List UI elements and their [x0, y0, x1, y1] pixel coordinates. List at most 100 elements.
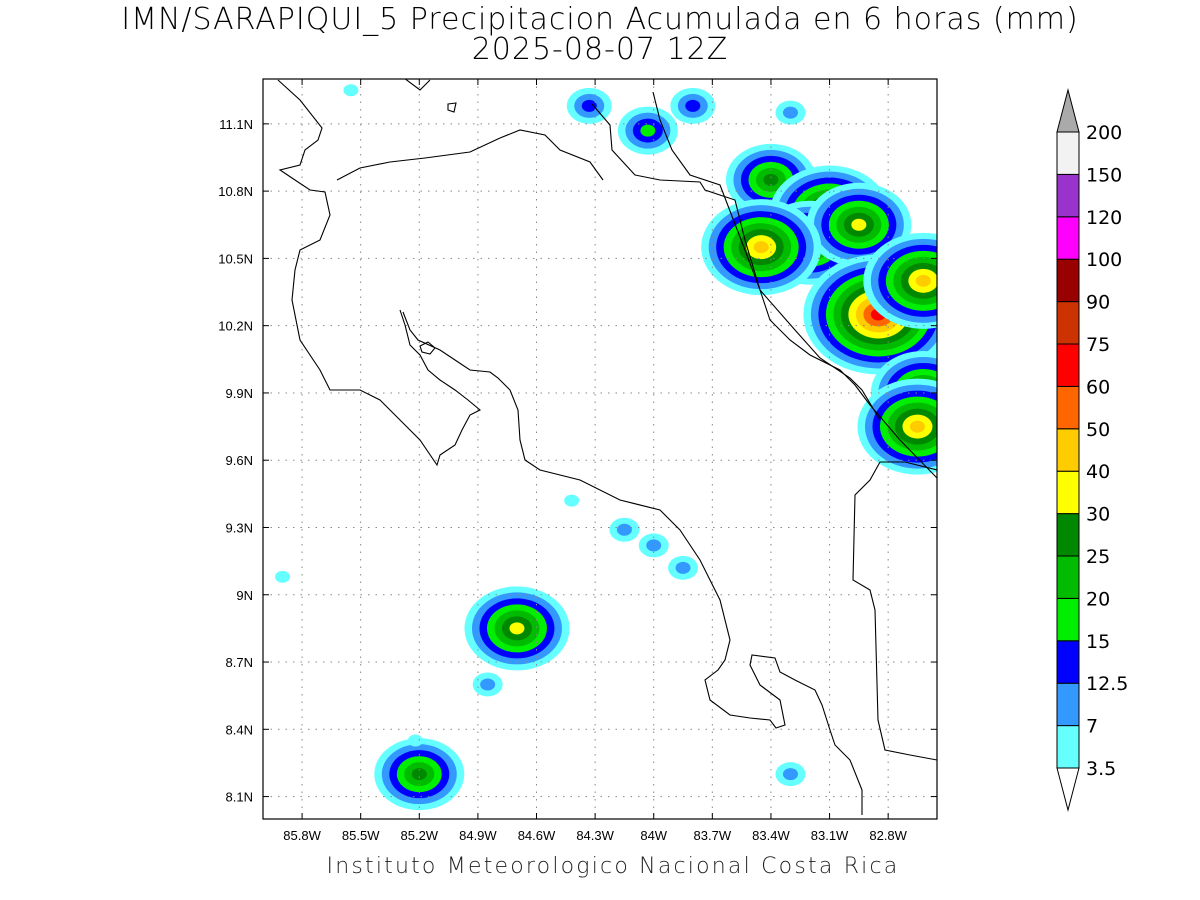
- precip-cell: [670, 87, 716, 124]
- precip-cell: [472, 672, 503, 697]
- colorbar-label: 90: [1086, 292, 1110, 314]
- precip-contour: [509, 622, 525, 635]
- precipitation-field: [275, 84, 937, 811]
- lake-nicaragua: [404, 79, 457, 113]
- precip-cell: [775, 762, 806, 787]
- colorbar-swatch: [1056, 216, 1080, 260]
- colorbar-label: 25: [1086, 546, 1110, 568]
- lat-tick-label: 9.9N: [226, 386, 253, 401]
- colorbar-swatch: [1056, 597, 1080, 642]
- map-title: IMN/SARAPIQUI_5 Precipitacion Acumulada …: [121, 2, 1079, 37]
- colorbar-label: 3.5: [1086, 758, 1116, 780]
- lat-tick-label: 11.1N: [219, 117, 253, 132]
- lon-tick-label: 84.6W: [518, 828, 556, 843]
- precip-contour: [275, 570, 291, 583]
- precip-cell: [701, 199, 822, 296]
- map-datetime: 2025-08-07 12Z: [471, 32, 729, 67]
- plot-frame: [262, 78, 938, 820]
- lat-tick-label: 8.4N: [226, 722, 253, 737]
- lon-tick-label: 84.3W: [576, 828, 614, 843]
- colorbar-label: 150: [1086, 164, 1122, 186]
- lat-axis: 11.1N 10.8N 10.5N 10.2N 9.9N 9.6N 9.3N 9N 8.7N 8.…: [218, 117, 937, 805]
- lon-tick-label: 85.5W: [342, 828, 380, 843]
- lon-axis: 85.8W 85.5W 85.2W 84.9W 84.6W 84.3W 84W 83.7W 83…: [283, 79, 908, 843]
- colorbar-swatch: [1056, 555, 1080, 599]
- colorbar-swatch: [1056, 682, 1080, 727]
- precip-contour: [753, 241, 769, 254]
- precip-contour: [915, 274, 931, 287]
- precip-contour: [675, 561, 691, 574]
- precip-contour: [909, 420, 925, 433]
- precip-cell: [609, 517, 640, 542]
- precip-cell: [775, 100, 806, 125]
- lat-tick-label: 9.3N: [226, 520, 253, 535]
- nicaragua-border: [336, 129, 604, 181]
- lon-tick-label: 83.1W: [811, 828, 849, 843]
- precip-contour: [564, 494, 580, 507]
- colorbar-label: 7: [1086, 716, 1098, 738]
- precip-cell: [564, 494, 580, 507]
- colorbar-under-arrow: [1056, 767, 1080, 812]
- colorbar-label: 40: [1086, 461, 1110, 483]
- precip-cell: [668, 555, 699, 580]
- precip-contour: [343, 84, 359, 97]
- precip-contour: [851, 218, 867, 231]
- precip-contour: [685, 99, 701, 112]
- precip-contour: [616, 523, 632, 536]
- precip-cell: [857, 378, 937, 475]
- precip-contour: [411, 768, 427, 781]
- nicoya-gulf-coast: [402, 311, 863, 815]
- lon-tick-label: 83.7W: [694, 828, 732, 843]
- colorbar-label: 30: [1086, 504, 1110, 526]
- colorbar-label: 12.5: [1086, 673, 1128, 695]
- lat-tick-label: 10.2N: [218, 319, 253, 334]
- colorbar-swatch: [1056, 131, 1080, 175]
- lon-tick-label: 85.8W: [283, 828, 321, 843]
- colorbar-swatch: [1056, 640, 1080, 684]
- lat-tick-label: 8.1N: [226, 790, 253, 805]
- colorbar-over-arrow: [1056, 88, 1080, 133]
- colorbar-swatch: [1056, 343, 1080, 387]
- footer-credit: Instituto Meteorologico Nacional Costa R…: [326, 854, 900, 879]
- precip-contour: [782, 768, 798, 781]
- lat-tick-label: 10.5N: [218, 251, 253, 266]
- lat-tick-label: 9N: [236, 588, 253, 603]
- precip-contour: [407, 734, 423, 747]
- colorbar-label: 200: [1086, 122, 1122, 144]
- chira-island: [419, 341, 436, 355]
- colorbar-label: 100: [1086, 249, 1122, 271]
- colorbar-swatch: [1056, 725, 1080, 769]
- precip-cell: [863, 232, 937, 329]
- precip-contour: [782, 106, 798, 119]
- colorbar-label: 75: [1086, 334, 1110, 356]
- colorbar-label: 60: [1086, 376, 1110, 398]
- colorbar-swatch: [1056, 428, 1080, 472]
- lon-tick-label: 82.8W: [869, 828, 907, 843]
- precip-cell: [806, 182, 912, 267]
- colorbar-swatch: [1056, 258, 1080, 303]
- coastline: [277, 79, 937, 815]
- precip-contour: [640, 124, 656, 137]
- colorbar-label: 120: [1086, 207, 1122, 229]
- lat-tick-label: 9.6N: [226, 453, 253, 468]
- panama-border: [652, 91, 881, 421]
- colorbar-swatch: [1056, 513, 1080, 557]
- precip-contour: [480, 678, 496, 691]
- panama-border-south: [852, 461, 937, 761]
- precip-contour: [581, 99, 597, 112]
- colorbar-swatch: [1056, 470, 1080, 515]
- precip-contour: [763, 173, 779, 186]
- caribbean-coast: [591, 103, 937, 479]
- colorbar-swatch: [1056, 173, 1080, 218]
- precip-cell: [343, 84, 359, 97]
- lat-tick-label: 10.8N: [218, 184, 253, 199]
- precip-cell: [275, 570, 291, 583]
- colorbar-label: 15: [1086, 631, 1110, 653]
- lon-tick-label: 84W: [640, 828, 667, 843]
- precip-cell: [617, 106, 678, 155]
- lon-tick-label: 84.9W: [459, 828, 497, 843]
- colorbar: 3.5 7 12.5 15 20 25 30 40 50 60 75 90 100 120 150 200: [1056, 88, 1128, 812]
- colorbar-swatch: [1056, 385, 1080, 430]
- precip-cell: [566, 87, 612, 124]
